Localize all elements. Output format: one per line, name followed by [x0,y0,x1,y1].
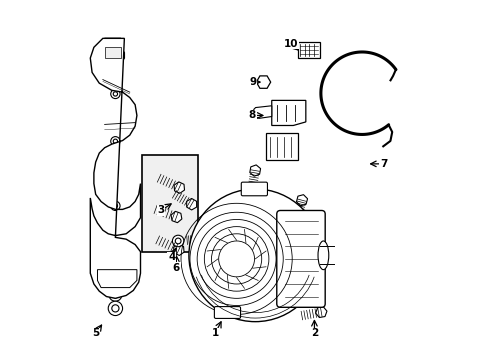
Circle shape [175,238,181,244]
Circle shape [221,311,224,315]
Polygon shape [253,106,271,118]
Circle shape [260,79,266,85]
Text: 5: 5 [92,328,99,338]
Circle shape [172,235,183,247]
FancyBboxPatch shape [214,307,240,319]
Text: 1: 1 [211,328,218,338]
Circle shape [102,63,107,68]
Circle shape [247,187,251,191]
Circle shape [231,254,241,264]
Bar [298,42,319,58]
Circle shape [245,185,253,193]
Polygon shape [104,47,121,58]
Circle shape [110,136,120,146]
Polygon shape [97,270,137,288]
Circle shape [113,139,117,143]
Text: 10: 10 [284,39,298,49]
Circle shape [225,248,247,270]
FancyBboxPatch shape [241,182,267,196]
Polygon shape [265,134,298,160]
Circle shape [110,201,120,211]
Text: 7: 7 [379,159,386,169]
Text: 8: 8 [248,111,256,121]
Circle shape [219,309,226,317]
Circle shape [112,305,119,312]
Circle shape [113,204,117,208]
Bar [142,155,198,252]
Circle shape [188,189,321,321]
Polygon shape [271,100,305,126]
Text: 4: 4 [168,252,175,262]
Circle shape [113,92,117,96]
Polygon shape [102,39,124,63]
Text: 6: 6 [172,263,180,273]
Circle shape [109,288,122,301]
FancyBboxPatch shape [276,211,325,307]
Text: 9: 9 [249,77,256,87]
Circle shape [99,60,110,71]
Polygon shape [90,39,140,298]
Text: 3: 3 [157,206,164,216]
Ellipse shape [317,241,328,270]
Circle shape [112,292,119,298]
Circle shape [108,301,122,316]
Circle shape [110,89,120,99]
Text: 2: 2 [310,328,317,338]
